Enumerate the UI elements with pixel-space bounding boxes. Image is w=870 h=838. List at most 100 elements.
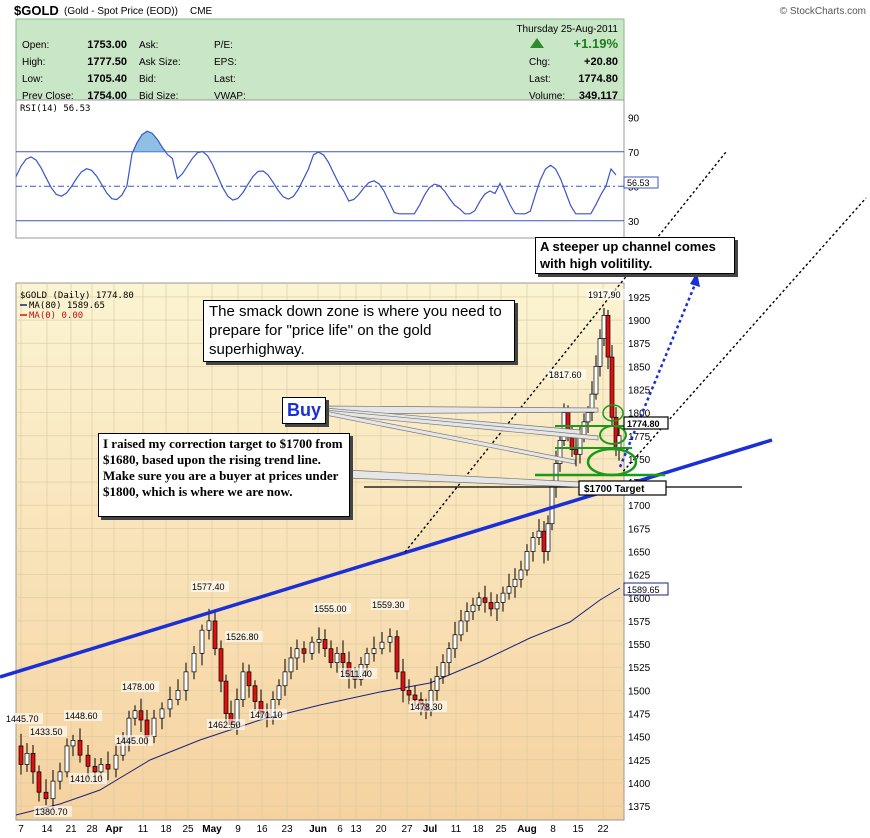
candle-body — [394, 636, 400, 673]
quote-date: Thursday 25-Aug-2011 — [516, 24, 618, 35]
candle-body — [30, 752, 36, 773]
candle-body — [183, 671, 189, 691]
price-label-text: 1511.40 — [340, 669, 372, 679]
legend-main: $GOLD (Daily) 1774.80 — [20, 291, 134, 301]
rsi-tick-label: 70 — [628, 148, 640, 159]
candle-body — [98, 764, 104, 773]
candle-body — [316, 639, 322, 643]
candle-body — [541, 530, 547, 552]
quote-value: 349,117 — [579, 90, 618, 102]
buy-pointer-lines — [324, 405, 599, 488]
candle-body — [406, 690, 412, 696]
legend-ma0: MA(0) 0.00 — [29, 311, 83, 321]
candle-body — [412, 694, 418, 700]
candle-body — [597, 338, 603, 367]
price-label: 1577.40 — [191, 581, 229, 592]
price-label: 1555.00 — [313, 603, 351, 614]
price-tick-label: 1825 — [628, 385, 651, 396]
candle-body — [167, 699, 173, 710]
candle-body — [476, 597, 482, 606]
candle-body — [64, 745, 70, 773]
candle-body — [70, 740, 76, 747]
price-tick-label: 1675 — [628, 524, 651, 535]
candle-body — [340, 652, 346, 663]
candle-body — [85, 754, 91, 767]
price-tick-label: 1575 — [628, 617, 651, 628]
candle-body — [212, 620, 218, 650]
svg-text:1774.80: 1774.80 — [627, 419, 660, 429]
quote-value: 1754.00 — [87, 90, 127, 102]
date-tick-label: 7 — [18, 824, 24, 835]
price-tick-label: 1625 — [628, 571, 651, 582]
date-tick-label: 6 — [337, 824, 343, 835]
candle-body — [512, 578, 518, 588]
rsi-axis-ticks: 30507090 — [628, 113, 640, 228]
date-tick-label: 9 — [235, 824, 241, 835]
smack-down-zone — [535, 404, 665, 477]
buy-box: Buy — [282, 397, 326, 424]
date-tick-label: Aug — [517, 824, 536, 835]
rsi-tick-label: 90 — [628, 113, 640, 124]
brand-label: © StockCharts.com — [780, 6, 866, 17]
candle-body — [191, 652, 197, 673]
correction-note: I raised my correction target to $1700 f… — [103, 436, 343, 499]
quote-label: Volume: — [529, 91, 565, 102]
candle-body — [589, 393, 595, 413]
chart-header: $GOLD (Gold - Spot Price (EOD)) CME © St… — [14, 3, 866, 18]
price-label: 1445.70 — [5, 713, 43, 724]
ma-value-tag: 1589.65 — [623, 582, 669, 596]
candle-body — [159, 708, 165, 719]
candle-body — [113, 754, 119, 770]
price-label-text: 1445.70 — [6, 714, 39, 724]
date-tick-label: 14 — [41, 824, 53, 835]
target-tag: $1700 Target — [578, 480, 667, 496]
candle-body — [470, 604, 476, 613]
candle-body — [573, 449, 579, 455]
price-label-text: 1559.30 — [372, 600, 405, 610]
candle-body — [565, 412, 571, 432]
price-tick-label: 1850 — [628, 362, 651, 373]
price-tick-label: 1650 — [628, 548, 651, 559]
price-label-text: 1462.50 — [208, 720, 241, 730]
candle-body — [334, 652, 340, 663]
correction-note-box: I raised my correction target to $1700 f… — [98, 433, 350, 517]
date-tick-label: 18 — [160, 824, 172, 835]
price-tick-label: 1450 — [628, 733, 651, 744]
price-label: 1433.50 — [29, 726, 67, 737]
quote-label: Bid: — [139, 74, 156, 85]
candle-body — [175, 690, 181, 700]
candle-body — [536, 530, 542, 538]
channel-note-box: A steeper up channel comes with high vol… — [535, 237, 735, 274]
candle-body — [252, 685, 258, 702]
date-tick-label: 25 — [495, 824, 507, 835]
quote-label: Last: — [529, 74, 551, 85]
price-label-text: 1917.90 — [588, 290, 621, 300]
candle-body — [50, 780, 56, 800]
price-label-text: 1526.80 — [226, 632, 259, 642]
date-tick-label: 22 — [597, 824, 609, 835]
candle-body — [92, 765, 98, 773]
date-tick-label: 16 — [256, 824, 268, 835]
rsi-panel — [15, 99, 625, 239]
candle-body — [464, 611, 470, 622]
change-percent: +1.19% — [574, 36, 619, 51]
quote-label: Last: — [214, 74, 236, 85]
price-label-text: 1445.00 — [116, 736, 149, 746]
price-label-text: 1478.00 — [122, 682, 155, 692]
price-tick-label: 1700 — [628, 501, 651, 512]
candle-body — [530, 537, 536, 552]
candle-body — [364, 652, 370, 665]
candle-body — [518, 569, 524, 580]
rising-trend-line — [0, 438, 773, 679]
rsi-tick-label: 30 — [628, 217, 640, 228]
svg-text:$1700 Target: $1700 Target — [584, 484, 645, 495]
price-tick-label: 1375 — [628, 802, 651, 813]
date-tick-label: 13 — [350, 824, 362, 835]
quote-value: 1777.50 — [87, 56, 127, 68]
candle-body — [199, 629, 205, 654]
channel-note: A steeper up channel comes with high vol… — [540, 239, 716, 271]
candle-body — [138, 710, 144, 721]
price-tick-label: 1750 — [628, 455, 651, 466]
price-label-text: 1817.60 — [549, 370, 582, 380]
price-label: 1917.90 — [587, 289, 625, 300]
